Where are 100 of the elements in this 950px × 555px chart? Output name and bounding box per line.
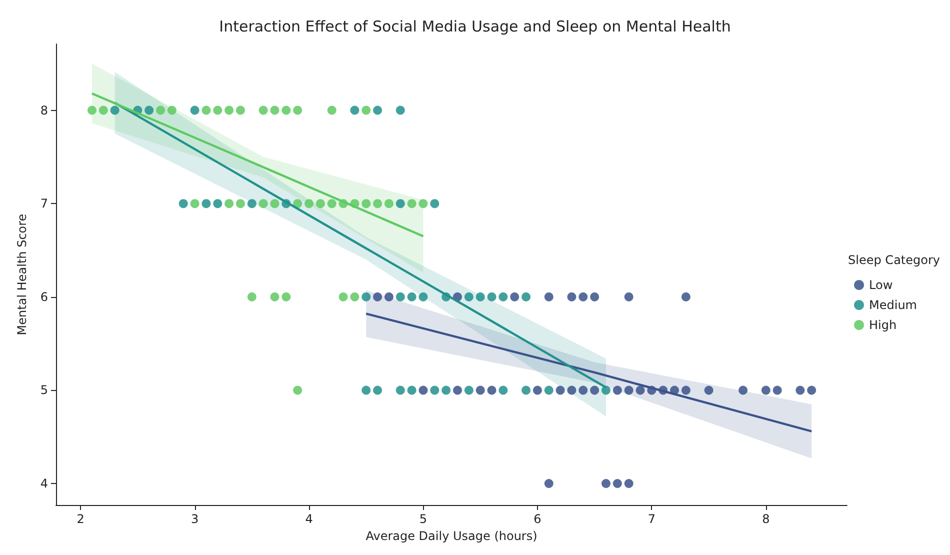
point (258, 106, 268, 115)
point (178, 199, 188, 208)
point (384, 199, 394, 208)
point (567, 292, 576, 302)
point (544, 292, 554, 302)
point (601, 479, 610, 488)
point (190, 106, 200, 115)
point (418, 292, 428, 302)
point (270, 199, 280, 208)
point (213, 106, 222, 115)
point (624, 479, 634, 488)
legend-label: Medium (869, 298, 917, 312)
point (453, 386, 462, 395)
point (430, 386, 440, 395)
point (590, 292, 600, 302)
x-tick-label: 8 (762, 512, 770, 526)
point (350, 292, 360, 302)
y-tick-label: 7 (40, 196, 48, 211)
legend-label: Low (869, 278, 893, 292)
point (362, 386, 371, 395)
point (270, 292, 280, 302)
x-tick-label: 6 (534, 512, 542, 526)
point (407, 386, 416, 395)
point (247, 292, 256, 302)
point (498, 292, 508, 302)
point (704, 386, 714, 395)
point (304, 199, 314, 208)
point (373, 386, 382, 395)
point (373, 292, 382, 302)
point (544, 479, 554, 488)
point (407, 292, 416, 302)
point (258, 199, 268, 208)
point (110, 106, 120, 115)
point (167, 106, 176, 115)
point (476, 386, 485, 395)
point (807, 386, 816, 395)
point (396, 386, 405, 395)
point (190, 199, 200, 208)
point (282, 292, 291, 302)
x-tick-label: 4 (305, 512, 313, 526)
point (407, 199, 416, 208)
point (396, 292, 405, 302)
point (510, 292, 520, 302)
point (362, 199, 371, 208)
x-tick-label: 5 (419, 512, 428, 526)
point (202, 199, 211, 208)
point (761, 386, 770, 395)
point (522, 386, 531, 395)
point (612, 479, 622, 488)
point (270, 106, 280, 115)
point (373, 106, 382, 115)
y-tick-label: 5 (40, 383, 48, 398)
point (247, 199, 256, 208)
point (316, 199, 325, 208)
point (293, 199, 302, 208)
point (373, 199, 382, 208)
y-tick-label: 8 (40, 103, 48, 118)
point (236, 106, 245, 115)
point (144, 106, 154, 115)
point (578, 386, 588, 395)
point (567, 386, 576, 395)
point (350, 106, 360, 115)
point (772, 386, 782, 395)
point (338, 292, 348, 302)
point (681, 292, 690, 302)
point (601, 386, 610, 395)
point (476, 292, 485, 302)
point (590, 386, 600, 395)
point (487, 292, 496, 302)
point (796, 386, 805, 395)
point (362, 292, 371, 302)
point (156, 106, 166, 115)
point (213, 199, 222, 208)
point (578, 292, 588, 302)
legend-label: High (869, 318, 897, 332)
y-axis-title: Mental Health Score (15, 214, 29, 336)
point (624, 386, 634, 395)
point (556, 386, 565, 395)
point (87, 106, 96, 115)
x-tick-label: 7 (648, 512, 656, 526)
point (681, 386, 690, 395)
y-tick-label: 4 (40, 476, 48, 491)
point (544, 386, 554, 395)
point (418, 386, 428, 395)
point (487, 386, 496, 395)
x-axis-title: Average Daily Usage (hours) (366, 528, 538, 543)
point (98, 106, 108, 115)
point (236, 199, 245, 208)
point (327, 199, 336, 208)
point (464, 386, 474, 395)
chart-title: Interaction Effect of Social Media Usage and Sleep on Mental Health (219, 18, 731, 36)
point (362, 106, 371, 115)
point (418, 199, 428, 208)
point (293, 386, 302, 395)
point (464, 292, 474, 302)
point (202, 106, 211, 115)
point (442, 386, 451, 395)
point (430, 199, 440, 208)
point (282, 106, 291, 115)
point (738, 386, 748, 395)
